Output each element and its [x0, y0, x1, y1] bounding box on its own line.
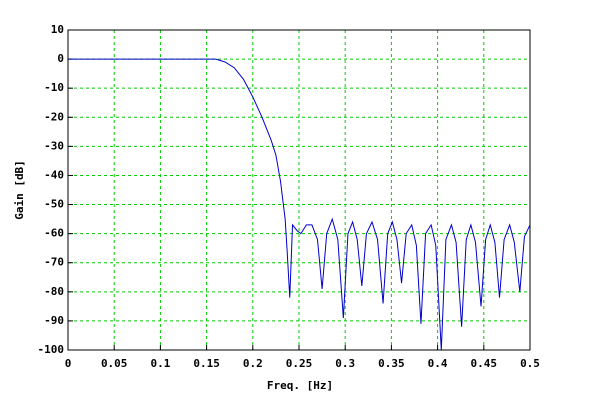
y-axis-label: Gain [dB]: [13, 160, 26, 220]
y-tick-label: -30: [44, 139, 64, 152]
y-tick-label: 0: [57, 52, 64, 65]
x-tick-label: 0.35: [378, 357, 405, 370]
x-tick-label: 0: [65, 357, 72, 370]
plot-frame: [67, 29, 531, 351]
x-tick-label: 0.05: [101, 357, 128, 370]
x-tick-label: 0.2: [243, 357, 263, 370]
y-tick-label: -50: [44, 198, 64, 211]
y-tick-label: -10: [44, 81, 64, 94]
y-tick-label: -60: [44, 227, 64, 240]
y-tick-label: -100: [38, 343, 65, 356]
y-tick-label: -20: [44, 110, 64, 123]
x-tick-label: 0.15: [193, 357, 220, 370]
y-tick-label: -80: [44, 285, 64, 298]
y-tick-label: 10: [51, 23, 64, 36]
x-tick-label: 0.5: [520, 357, 540, 370]
x-axis-label: Freq. [Hz]: [267, 379, 333, 392]
y-tick-label: -40: [44, 168, 64, 181]
data-line: [68, 58, 531, 351]
x-tick-label: 0.1: [150, 357, 170, 370]
x-tick-label: 0.4: [428, 357, 448, 370]
x-tick-label: 0.3: [335, 357, 355, 370]
y-tick-label: -70: [44, 256, 64, 269]
x-tick-label: 0.25: [286, 357, 313, 370]
y-tick-label: -90: [44, 314, 64, 327]
x-tick-label: 0.45: [471, 357, 498, 370]
